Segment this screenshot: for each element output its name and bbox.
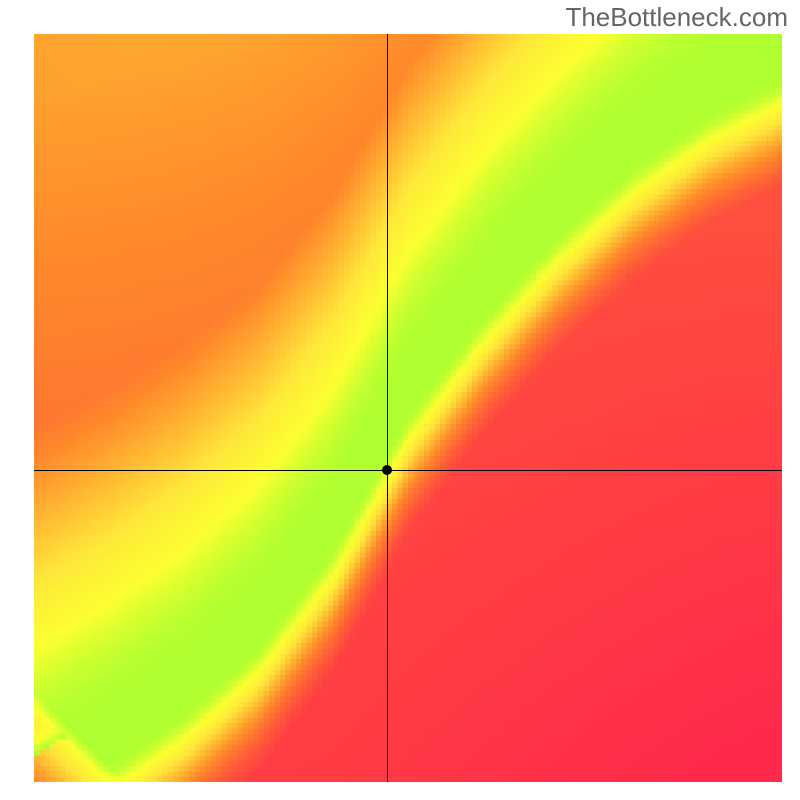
crosshair-vertical — [387, 34, 388, 782]
watermark-text: TheBottleneck.com — [565, 2, 788, 33]
bottleneck-heatmap — [34, 34, 782, 782]
crosshair-horizontal — [34, 470, 782, 471]
chart-container: TheBottleneck.com — [0, 0, 800, 800]
